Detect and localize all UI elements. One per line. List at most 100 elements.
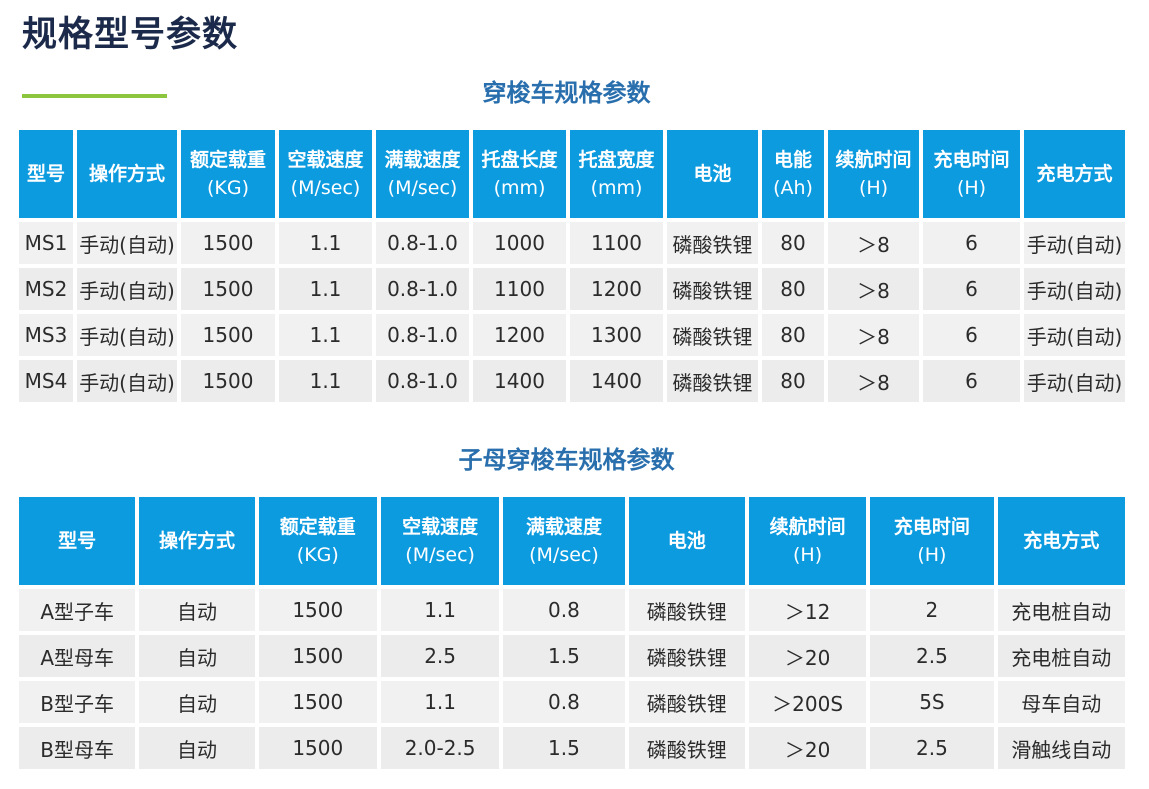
table-cell: 1200 xyxy=(570,268,663,310)
header-charge-time: 充电时间 (H) xyxy=(870,497,994,585)
table-cell: 1.1 xyxy=(279,268,372,310)
header-pallet-length: 托盘长度 (mm) xyxy=(473,130,566,218)
table-cell: 1.1 xyxy=(380,681,500,723)
header-empty-speed: 空载速度 (M/sec) xyxy=(279,130,372,218)
table-cell: MS2 xyxy=(19,268,73,310)
table-cell: 1500 xyxy=(181,268,275,310)
header-operation: 操作方式 xyxy=(77,130,177,218)
table-cell: 0.8-1.0 xyxy=(376,360,469,402)
table-cell: 1400 xyxy=(570,360,663,402)
table-cell: ＞12 xyxy=(748,589,867,631)
table-cell: 0.8-1.0 xyxy=(376,222,469,264)
header-battery: 电池 xyxy=(667,130,758,218)
header-empty-speed: 空载速度 (M/sec) xyxy=(380,497,500,585)
table-cell: 磷酸铁锂 xyxy=(628,589,745,631)
table-cell: 手动(自动) xyxy=(1024,268,1125,310)
table-cell: 1.1 xyxy=(279,360,372,402)
table-cell: MS1 xyxy=(19,222,73,264)
table-row: MS2 手动(自动) 1500 1.1 0.8-1.0 1100 1200 磷酸铁锂 80 ＞8 6… xyxy=(19,268,1125,310)
accent-divider xyxy=(22,94,167,98)
table-cell: 磷酸铁锂 xyxy=(667,314,758,356)
table-cell: ＞20 xyxy=(748,727,867,769)
header-pallet-width: 托盘宽度 (mm) xyxy=(570,130,663,218)
header-rated-load: 额定载重 (KG) xyxy=(181,130,275,218)
table-cell: 1500 xyxy=(258,635,377,677)
header-full-speed: 满载速度 (M/sec) xyxy=(503,497,625,585)
table-cell: MS3 xyxy=(19,314,73,356)
table-cell: 1.1 xyxy=(279,222,372,264)
table-cell: 6 xyxy=(923,222,1020,264)
table-row: A型子车 自动 1500 1.1 0.8 磷酸铁锂 ＞12 2 充电桩自动 xyxy=(19,589,1125,631)
table-cell: 5S xyxy=(870,681,994,723)
table-cell: 磷酸铁锂 xyxy=(628,681,745,723)
header-model: 型号 xyxy=(19,497,136,585)
table-cell: 6 xyxy=(923,268,1020,310)
table-cell: 1100 xyxy=(473,268,566,310)
table-cell: 80 xyxy=(762,360,824,402)
table-cell: 充电桩自动 xyxy=(997,589,1125,631)
table-cell: 0.8-1.0 xyxy=(376,268,469,310)
table-cell: 1500 xyxy=(258,589,377,631)
table-cell: 1.1 xyxy=(279,314,372,356)
header-endurance: 续航时间 (H) xyxy=(828,130,919,218)
table1-title: 穿梭车规格参数 xyxy=(482,79,651,107)
table-header-row: 型号 操作方式 额定载重 (KG) 空载速度 (M/sec) 满载速度 (M/sec)… xyxy=(19,497,1125,585)
header-charge-method: 充电方式 xyxy=(997,497,1125,585)
table-row: MS1 手动(自动) 1500 1.1 0.8-1.0 1000 1100 磷酸铁锂 80 ＞8 6… xyxy=(19,222,1125,264)
table-cell: 2.0-2.5 xyxy=(380,727,500,769)
table-cell: 自动 xyxy=(139,681,255,723)
table-cell: A型母车 xyxy=(19,635,136,677)
table-row: A型母车 自动 1500 2.5 1.5 磷酸铁锂 ＞20 2.5 充电桩自动 xyxy=(19,635,1125,677)
table-cell: MS4 xyxy=(19,360,73,402)
mother-child-shuttle-spec-table: 型号 操作方式 额定载重 (KG) 空载速度 (M/sec) 满载速度 (M/sec)… xyxy=(15,493,1129,773)
table-cell: 手动(自动) xyxy=(77,268,177,310)
table-cell: 6 xyxy=(923,360,1020,402)
table-cell: 手动(自动) xyxy=(1024,222,1125,264)
header-battery: 电池 xyxy=(628,497,745,585)
table-cell: 1500 xyxy=(181,360,275,402)
table-cell: 1500 xyxy=(258,727,377,769)
table-cell: ＞8 xyxy=(828,360,919,402)
table-cell: 磷酸铁锂 xyxy=(667,222,758,264)
table-cell: 0.8 xyxy=(503,589,625,631)
table-cell: 手动(自动) xyxy=(1024,314,1125,356)
table-header-row: 型号 操作方式 额定载重 (KG) 空载速度 (M/sec) 满载速度 (M/sec)… xyxy=(19,130,1125,218)
table-cell: ＞200S xyxy=(748,681,867,723)
table-cell: 0.8-1.0 xyxy=(376,314,469,356)
table-cell: 手动(自动) xyxy=(77,222,177,264)
shuttle-spec-table: 型号 操作方式 额定载重 (KG) 空载速度 (M/sec) 满载速度 (M/sec)… xyxy=(15,126,1129,406)
table-cell: 手动(自动) xyxy=(1024,360,1125,402)
header-energy: 电能 (Ah) xyxy=(762,130,824,218)
table-cell: 80 xyxy=(762,314,824,356)
table-cell: 1500 xyxy=(181,314,275,356)
table-cell: 6 xyxy=(923,314,1020,356)
table-cell: 1.5 xyxy=(503,727,625,769)
table-cell: 磷酸铁锂 xyxy=(628,635,745,677)
table-row: B型母车 自动 1500 2.0-2.5 1.5 磷酸铁锂 ＞20 2.5 滑触线自动 xyxy=(19,727,1125,769)
header-full-speed: 满载速度 (M/sec) xyxy=(376,130,469,218)
table-cell: 磷酸铁锂 xyxy=(667,360,758,402)
table-cell: 2.5 xyxy=(870,635,994,677)
table-cell: 磷酸铁锂 xyxy=(628,727,745,769)
table-cell: 母车自动 xyxy=(997,681,1125,723)
table-cell: 自动 xyxy=(139,727,255,769)
table-cell: 1500 xyxy=(258,681,377,723)
table-cell: B型子车 xyxy=(19,681,136,723)
table-cell: B型母车 xyxy=(19,727,136,769)
table-cell: ＞8 xyxy=(828,268,919,310)
table-cell: 1000 xyxy=(473,222,566,264)
table-cell: 2 xyxy=(870,589,994,631)
table-cell: 手动(自动) xyxy=(77,360,177,402)
table-cell: 自动 xyxy=(139,635,255,677)
table-cell: 自动 xyxy=(139,589,255,631)
table-cell: 2.5 xyxy=(870,727,994,769)
table-cell: ＞8 xyxy=(828,222,919,264)
table-cell: 手动(自动) xyxy=(77,314,177,356)
header-operation: 操作方式 xyxy=(139,497,255,585)
table-cell: 80 xyxy=(762,222,824,264)
table-cell: 80 xyxy=(762,268,824,310)
header-charge-method: 充电方式 xyxy=(1024,130,1125,218)
header-endurance: 续航时间 (H) xyxy=(748,497,867,585)
table-cell: 充电桩自动 xyxy=(997,635,1125,677)
table-cell: 1100 xyxy=(570,222,663,264)
